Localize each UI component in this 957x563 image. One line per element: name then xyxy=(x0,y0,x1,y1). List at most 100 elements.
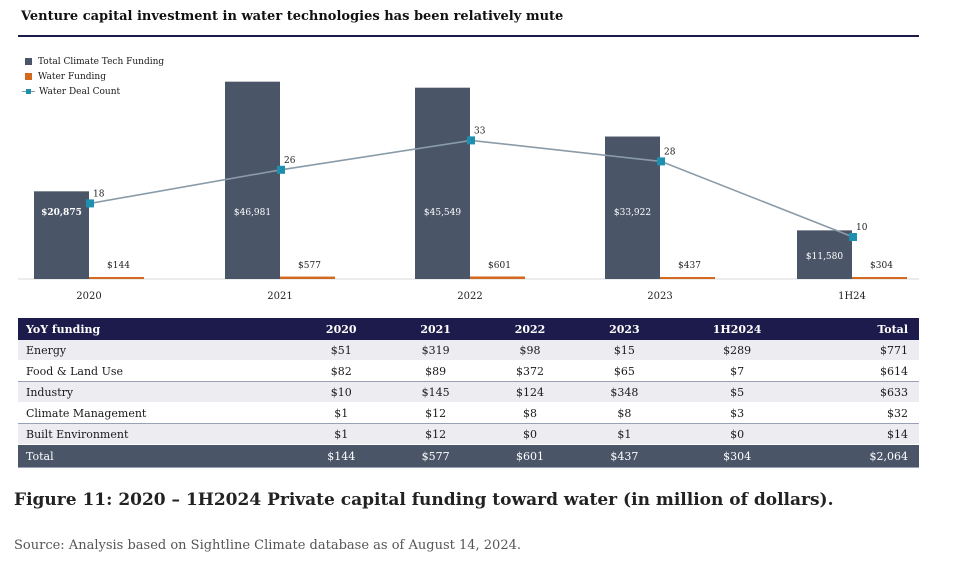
table-cell: $614 xyxy=(802,360,919,382)
table-cell: $577 xyxy=(388,444,483,468)
data-label-water-funding: $144 xyxy=(107,261,130,271)
data-label-deal-count: 26 xyxy=(284,156,296,166)
data-label-total-climate: $20,875 xyxy=(41,208,82,218)
table-cell: $2,064 xyxy=(802,444,919,468)
row-label: Climate Management xyxy=(18,402,295,424)
legend-label-deal-count: Water Deal Count xyxy=(39,86,121,97)
table-cell: $0 xyxy=(482,423,578,445)
table-header-cell: 2022 xyxy=(482,318,578,340)
x-tick-label: 2023 xyxy=(647,291,672,302)
table-row: Climate Management $1 $12 $8 $8 $3 $32 xyxy=(18,402,919,424)
table-cell: $89 xyxy=(388,360,483,382)
bar-water-funding xyxy=(280,276,335,279)
data-label-deal-count: 10 xyxy=(856,223,868,233)
table-cell: $5 xyxy=(671,381,803,403)
legend-swatch-deal-count xyxy=(22,88,35,95)
table-cell: $98 xyxy=(482,340,578,361)
table-cell: $1 xyxy=(577,423,672,445)
bar-total-climate xyxy=(797,230,852,279)
bar-total-climate xyxy=(225,81,280,279)
table-cell: $601 xyxy=(482,444,578,468)
table-header-row: YoY funding 2020 2021 2022 2023 1H2024 Total xyxy=(18,318,919,340)
table-header-cell: 2023 xyxy=(577,318,672,340)
table-cell: $14 xyxy=(802,423,919,445)
x-tick-label: 2022 xyxy=(457,291,482,302)
table-header-label: YoY funding xyxy=(18,318,295,340)
source-note: Source: Analysis based on Sightline Clim… xyxy=(14,538,522,553)
table-header-cell: 2021 xyxy=(388,318,483,340)
table-row: Built Environment $1 $12 $0 $1 $0 $14 xyxy=(18,423,919,445)
table-cell: $304 xyxy=(671,444,803,468)
table-cell: $289 xyxy=(671,340,803,361)
bar-water-funding xyxy=(660,277,715,279)
data-label-deal-count: 18 xyxy=(93,189,105,199)
table-cell: $82 xyxy=(294,360,389,382)
point-deal-count xyxy=(86,199,94,208)
table-cell: $8 xyxy=(577,402,672,424)
x-tick-label: 2020 xyxy=(76,291,101,302)
table-cell: $348 xyxy=(577,381,672,403)
table-cell: $12 xyxy=(388,402,483,424)
table-cell: $32 xyxy=(802,402,919,424)
table-cell: $1 xyxy=(294,423,389,445)
table-row: Energy $51 $319 $98 $15 $289 $771 xyxy=(18,340,919,361)
data-label-total-climate: $33,922 xyxy=(614,208,651,218)
point-deal-count xyxy=(467,136,475,145)
row-label: Total xyxy=(18,444,295,468)
row-label: Food & Land Use xyxy=(18,360,295,382)
figure-caption: Figure 11: 2020 – 1H2024 Private capital… xyxy=(14,490,834,510)
table-cell: $144 xyxy=(294,444,389,468)
table-cell: $3 xyxy=(671,402,803,424)
point-deal-count xyxy=(277,165,285,174)
point-deal-count xyxy=(849,233,857,241)
table-header-cell: 2020 xyxy=(294,318,389,340)
legend-swatch-total-climate xyxy=(25,58,32,65)
data-label-deal-count: 33 xyxy=(474,126,486,136)
table-cell: $1 xyxy=(294,402,389,424)
row-label: Industry xyxy=(18,381,295,403)
table-cell: $15 xyxy=(577,340,672,361)
chart-legend: Total Climate Tech Funding Water Funding… xyxy=(22,54,164,99)
bar-water-funding xyxy=(89,277,144,279)
data-label-water-funding: $577 xyxy=(298,261,321,271)
data-label-total-climate: $11,580 xyxy=(806,252,843,262)
bar-water-funding xyxy=(852,277,907,279)
table-cell: $437 xyxy=(577,444,672,468)
data-label-water-funding: $304 xyxy=(870,261,893,271)
bar-water-funding xyxy=(470,276,525,279)
legend-item-total-climate: Total Climate Tech Funding xyxy=(22,54,164,69)
table-total-row: Total $144 $577 $601 $437 $304 $2,064 xyxy=(18,444,919,468)
data-label-water-funding: $437 xyxy=(678,261,701,271)
legend-item-deal-count: Water Deal Count xyxy=(22,84,164,99)
table-header-cell: 1H2024 xyxy=(671,318,803,340)
table-cell: $145 xyxy=(388,381,483,403)
table-header-cell: Total xyxy=(802,318,919,340)
table-cell: $372 xyxy=(482,360,578,382)
table-cell: $7 xyxy=(671,360,803,382)
table-cell: $124 xyxy=(482,381,578,403)
table-cell: $65 xyxy=(577,360,672,382)
table-cell: $771 xyxy=(802,340,919,361)
x-tick-label: 2021 xyxy=(267,291,292,302)
table-cell: $0 xyxy=(671,423,803,445)
bar-total-climate xyxy=(34,191,89,279)
point-deal-count xyxy=(657,157,665,166)
table-cell: $8 xyxy=(482,402,578,424)
legend-swatch-water-funding xyxy=(25,73,32,80)
chart-plot: $20,875 $144 2020 $46,981 $577 2021 $45,549 $60… xyxy=(18,81,919,302)
funding-table: YoY funding 2020 2021 2022 2023 1H2024 Total E… xyxy=(18,318,919,468)
data-label-total-climate: $46,981 xyxy=(234,208,271,218)
table-cell: $633 xyxy=(802,381,919,403)
data-label-total-climate: $45,549 xyxy=(424,208,461,218)
x-tick-label: 1H24 xyxy=(838,291,866,302)
row-label: Built Environment xyxy=(18,423,295,445)
table-cell: $51 xyxy=(294,340,389,361)
chart-title: Venture capital investment in water tech… xyxy=(21,9,564,24)
data-label-deal-count: 28 xyxy=(664,147,676,157)
table-row: Industry $10 $145 $124 $348 $5 $633 xyxy=(18,381,919,403)
data-label-water-funding: $601 xyxy=(488,261,511,271)
table-row: Food & Land Use $82 $89 $372 $65 $7 $614 xyxy=(18,360,919,382)
legend-label-total-climate: Total Climate Tech Funding xyxy=(38,56,165,67)
table-cell: $10 xyxy=(294,381,389,403)
legend-item-water-funding: Water Funding xyxy=(22,69,164,84)
